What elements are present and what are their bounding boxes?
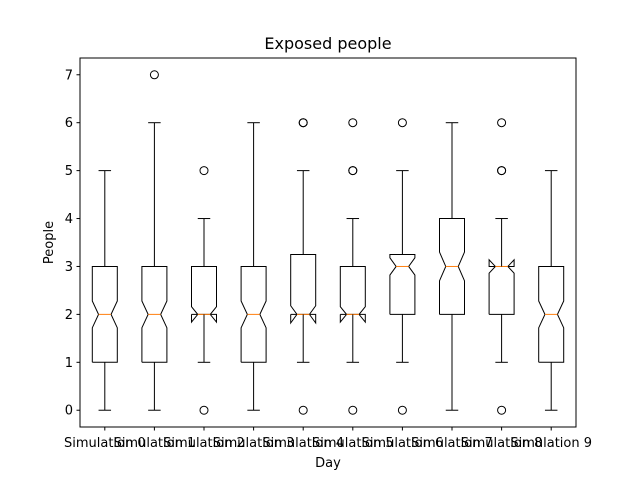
box-body [488,258,515,315]
y-tick-label: 3 [65,260,73,275]
y-tick-label: 0 [65,404,73,419]
flier-point [348,166,358,176]
box-body [439,218,465,315]
box-body [191,265,217,324]
y-tick-label: 4 [65,212,73,227]
y-axis-label: People [42,221,57,264]
flier-point [298,118,308,128]
box-group [91,170,118,411]
flier-point [397,118,407,128]
box-body [240,265,267,363]
x-tick-label: Simulation 1 [114,436,196,451]
axes-frame [79,57,577,428]
flier-point [298,405,308,415]
box-group [439,122,465,411]
x-tick-label: Simulation 5 [312,436,394,451]
box-body [91,265,118,363]
box-group [191,166,217,415]
box-group [389,118,416,415]
box-group [240,122,267,411]
box-body [339,265,366,324]
box-body [389,253,416,315]
box-body [538,265,565,363]
flier-point [497,405,507,415]
x-tick-label: Simulation 2 [163,436,245,451]
box-group [339,118,366,415]
x-axis-label: Day [315,456,341,471]
plot-area [91,70,565,415]
flier-point [497,118,507,128]
x-tick-label: Simulation 6 [362,436,444,451]
box-group [488,118,515,415]
flier-point [199,166,209,176]
x-tick-label: Simulation 8 [461,436,543,451]
flier-point [397,405,407,415]
flier-point [199,405,209,415]
y-tick-label: 6 [65,116,73,131]
y-tick-label: 7 [65,68,73,83]
x-tick-label: Simulation 0 [64,436,146,451]
box-body [290,253,317,325]
x-tick-label: Simulation 7 [411,436,493,451]
x-tick-label: Simulation 9 [510,436,592,451]
x-tick-label: Simulation 3 [213,436,295,451]
box-body [141,265,168,363]
flier-point [149,70,159,80]
flier-point [348,118,358,128]
flier-point [348,405,358,415]
y-tick-label: 5 [65,164,73,179]
x-tick-label: Simulation 4 [262,436,344,451]
y-tick-label: 1 [65,356,73,371]
chart-title: Exposed people [264,34,391,53]
box-group [141,70,168,411]
box-group [538,170,565,411]
y-tick-label: 2 [65,308,73,323]
box-group [290,118,317,415]
flier-point [497,166,507,176]
